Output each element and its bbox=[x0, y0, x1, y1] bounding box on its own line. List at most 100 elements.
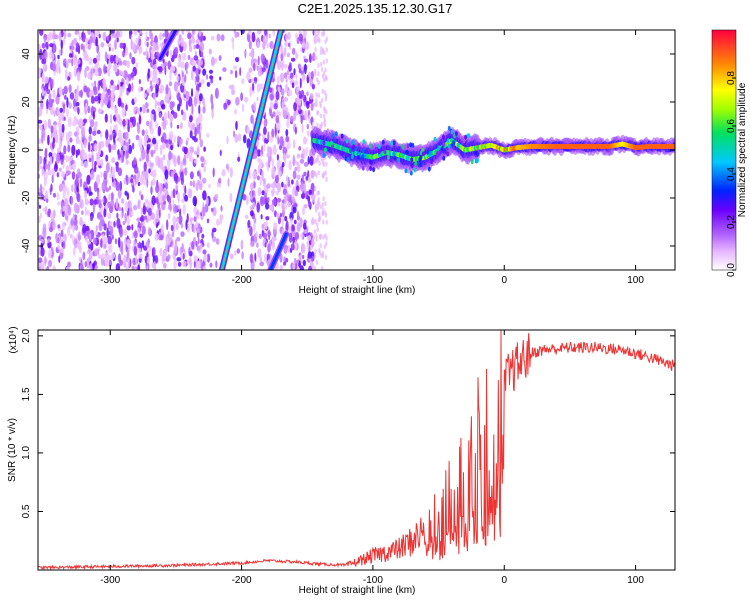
noise-speckle-mark bbox=[321, 88, 324, 94]
noise-speckle-mark bbox=[194, 158, 198, 164]
noise-speckle-mark bbox=[78, 139, 81, 145]
noise-speckle-mark bbox=[312, 197, 316, 203]
noise-speckle-mark bbox=[194, 50, 197, 56]
noise-speckle-mark bbox=[226, 136, 229, 145]
noise-speckle-mark bbox=[179, 139, 182, 148]
noise-speckle-mark bbox=[81, 127, 85, 138]
snr-y-label: SNR (10 * v/v) bbox=[7, 418, 18, 482]
noise-speckle-mark bbox=[323, 50, 326, 56]
noise-speckle-mark bbox=[196, 245, 200, 251]
noise-speckle-mark bbox=[169, 233, 173, 243]
colorbar-gradient bbox=[711, 29, 737, 271]
noise-speckle-mark bbox=[292, 236, 295, 244]
noise-speckle-mark bbox=[59, 133, 62, 142]
noise-speckle-mark bbox=[155, 255, 159, 264]
noise-speckle-mark bbox=[89, 191, 93, 196]
noise-speckle-mark bbox=[85, 199, 88, 205]
noise-speckle-mark bbox=[38, 30, 44, 35]
noise-speckle-mark bbox=[144, 255, 147, 264]
noise-speckle-mark bbox=[103, 223, 107, 231]
noise-speckle-mark bbox=[179, 208, 182, 217]
ridge-scatter-mark bbox=[368, 143, 372, 149]
noise-speckle-mark bbox=[102, 81, 107, 92]
noise-speckle-mark bbox=[91, 152, 94, 164]
ridge-scatter-mark bbox=[349, 147, 352, 153]
noise-speckle-mark bbox=[83, 85, 88, 93]
noise-speckle-mark bbox=[128, 144, 133, 154]
noise-speckle-mark bbox=[263, 119, 267, 128]
noise-speckle-mark bbox=[119, 226, 123, 238]
noise-speckle-mark bbox=[281, 161, 285, 168]
noise-speckle-mark bbox=[133, 157, 137, 166]
noise-speckle-mark bbox=[40, 264, 44, 270]
ridge-scatter-mark bbox=[464, 134, 468, 140]
noise-speckle-mark bbox=[325, 161, 328, 167]
noise-speckle-mark bbox=[109, 221, 113, 227]
noise-speckle-mark bbox=[133, 42, 136, 52]
noise-speckle-mark bbox=[320, 156, 323, 162]
noise-speckle-mark bbox=[191, 240, 195, 250]
ridge-scatter-mark bbox=[322, 140, 326, 146]
noise-speckle-mark bbox=[314, 30, 317, 34]
noise-speckle-mark bbox=[291, 196, 295, 201]
noise-speckle-mark bbox=[76, 71, 81, 82]
noise-speckle-mark bbox=[283, 47, 287, 56]
diagonal-feature-core bbox=[221, 30, 282, 270]
noise-speckle-mark bbox=[271, 166, 276, 176]
noise-speckle-mark bbox=[49, 43, 54, 48]
noise-speckle-mark bbox=[87, 105, 91, 114]
noise-speckle-mark bbox=[124, 46, 128, 56]
noise-speckle-mark bbox=[106, 65, 110, 73]
noise-speckle-mark bbox=[162, 33, 165, 38]
noise-speckle-mark bbox=[75, 102, 80, 107]
noise-speckle-mark bbox=[253, 101, 257, 112]
noise-speckle-mark bbox=[110, 199, 115, 207]
noise-speckle-mark bbox=[46, 88, 51, 95]
noise-speckle-mark bbox=[240, 239, 244, 250]
noise-speckle-mark bbox=[290, 243, 295, 251]
noise-speckle-mark bbox=[248, 30, 252, 36]
colorbar-tick-label: 0.0 bbox=[726, 263, 737, 277]
noise-speckle-mark bbox=[82, 44, 85, 53]
noise-speckle-mark bbox=[289, 72, 294, 79]
noise-speckle-mark bbox=[282, 108, 288, 119]
noise-speckle-mark bbox=[46, 265, 50, 270]
noise-speckle-mark bbox=[283, 106, 287, 111]
noise-speckle-mark bbox=[285, 257, 289, 263]
ridge-scatter-mark bbox=[374, 146, 378, 152]
x-tick-label: -200 bbox=[232, 575, 252, 586]
noise-speckle-mark bbox=[257, 68, 262, 77]
noise-speckle-mark bbox=[285, 129, 289, 137]
noise-speckle-mark bbox=[261, 170, 264, 181]
noise-speckle-mark bbox=[111, 144, 116, 151]
noise-speckle-mark bbox=[256, 30, 261, 35]
noise-speckle-mark bbox=[177, 61, 182, 68]
noise-speckle-mark bbox=[178, 215, 183, 225]
noise-speckle-mark bbox=[195, 67, 199, 76]
noise-speckle-mark bbox=[98, 141, 101, 151]
noise-speckle-mark bbox=[208, 183, 211, 189]
x-tick-label: -200 bbox=[232, 275, 252, 286]
noise-speckle-mark bbox=[277, 136, 280, 145]
noise-speckle-mark bbox=[51, 174, 54, 184]
noise-speckle-mark bbox=[211, 207, 214, 212]
noise-speckle-mark bbox=[172, 223, 176, 233]
ridge-scatter-mark bbox=[351, 139, 355, 145]
noise-speckle-mark bbox=[193, 150, 197, 155]
noise-speckle-mark bbox=[108, 143, 112, 153]
noise-speckle-mark bbox=[72, 247, 76, 256]
noise-speckle-mark bbox=[72, 225, 75, 234]
noise-speckle-mark bbox=[214, 87, 219, 99]
ridge-scatter-mark bbox=[442, 134, 445, 140]
noise-speckle-mark bbox=[62, 205, 65, 212]
ridge-scatter-mark bbox=[450, 129, 454, 135]
noise-speckle-mark bbox=[67, 116, 72, 128]
noise-speckle-mark bbox=[259, 256, 263, 263]
noise-speckle-mark bbox=[59, 247, 64, 254]
noise-speckle-mark bbox=[232, 40, 235, 51]
noise-speckle-mark bbox=[168, 150, 172, 161]
noise-speckle-mark bbox=[162, 154, 166, 161]
noise-speckle-mark bbox=[66, 107, 69, 118]
noise-speckle-mark bbox=[292, 154, 296, 166]
